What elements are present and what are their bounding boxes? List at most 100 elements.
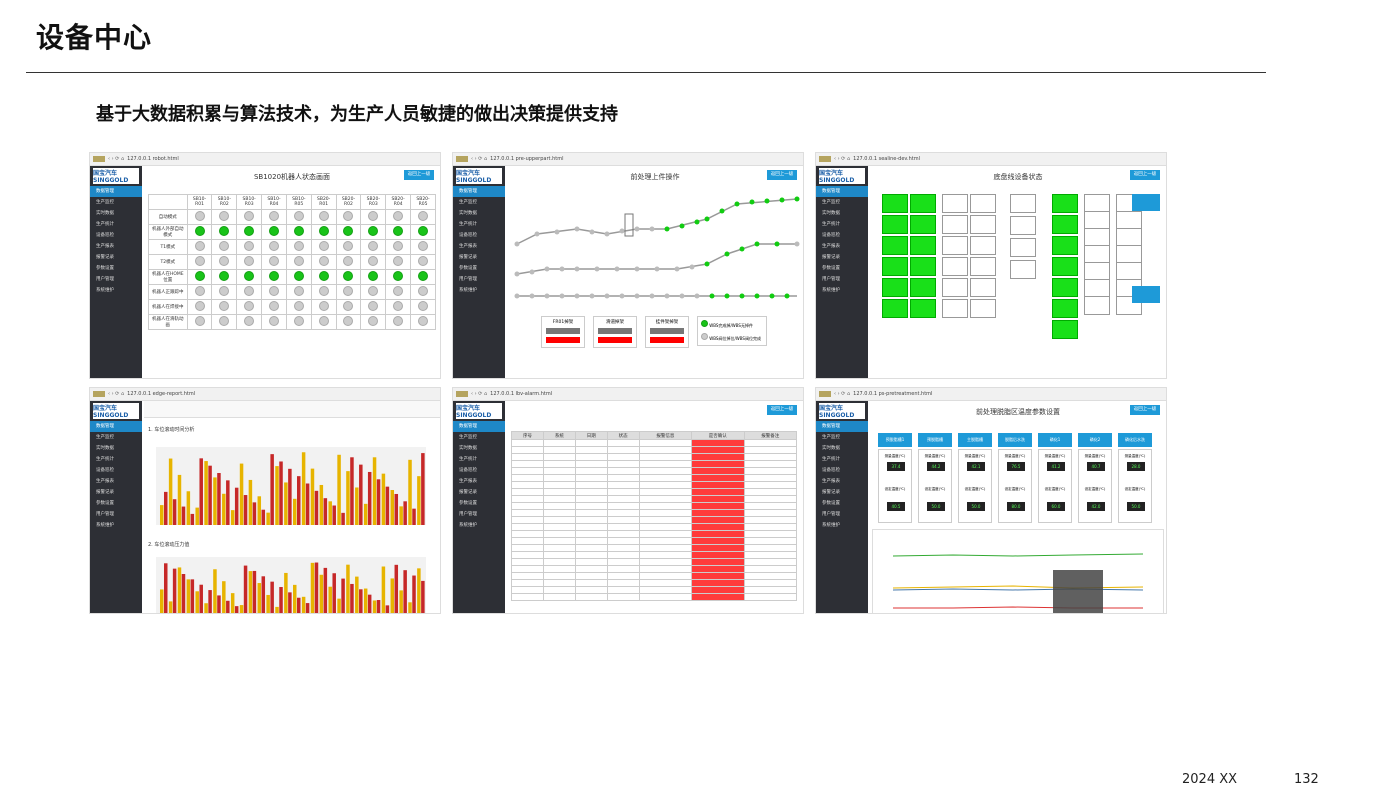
sidebar-menu-item[interactable]: 生产监控 bbox=[459, 200, 477, 205]
sidebar-menu-item[interactable]: 实时数据 bbox=[96, 446, 114, 451]
sidebar-menu-item[interactable]: 报警记录 bbox=[96, 490, 114, 495]
sidebar-menu-item[interactable]: 生产监控 bbox=[822, 435, 840, 440]
sidebar-menu-item[interactable]: 生产统计 bbox=[459, 222, 477, 227]
sidebar-menu-item[interactable]: 实时数据 bbox=[822, 446, 840, 451]
sidebar-menu-item[interactable]: 实时数据 bbox=[459, 446, 477, 451]
sidebar-menu-item[interactable]: 用户管理 bbox=[822, 277, 840, 282]
device-status-box[interactable] bbox=[882, 257, 908, 276]
panel-button-red[interactable] bbox=[650, 337, 684, 343]
sidebar-menu-item[interactable]: 实时数据 bbox=[459, 211, 477, 216]
device-status-box[interactable] bbox=[970, 257, 996, 276]
device-status-box[interactable] bbox=[1132, 286, 1160, 303]
device-status-box[interactable] bbox=[910, 194, 936, 213]
sidebar-menu-item[interactable]: 参数设置 bbox=[822, 266, 840, 271]
sidebar-menu-item[interactable]: 生产统计 bbox=[822, 222, 840, 227]
device-status-box[interactable] bbox=[910, 236, 936, 255]
device-status-box[interactable] bbox=[1052, 257, 1078, 276]
device-status-box[interactable] bbox=[910, 257, 936, 276]
device-status-box[interactable] bbox=[1052, 236, 1078, 255]
back-button[interactable]: 返回上一级 bbox=[404, 170, 434, 180]
sidebar-menu-item[interactable]: 用户管理 bbox=[459, 512, 477, 517]
setpoint-value[interactable]: 50.0 bbox=[927, 502, 945, 511]
sidebar-menu-item[interactable]: 数据管理 bbox=[90, 421, 142, 432]
device-status-box[interactable] bbox=[910, 278, 936, 297]
device-status-box[interactable] bbox=[910, 299, 936, 318]
sidebar-menu-item[interactable]: 生产报表 bbox=[459, 244, 477, 249]
sidebar-menu-item[interactable]: 实时数据 bbox=[822, 211, 840, 216]
device-status-box[interactable] bbox=[1084, 296, 1110, 315]
setpoint-value[interactable]: 40.5 bbox=[887, 502, 905, 511]
sidebar-menu-item[interactable]: 参数设置 bbox=[459, 266, 477, 271]
device-status-box[interactable] bbox=[942, 236, 968, 255]
sidebar-menu-item[interactable]: 系统维护 bbox=[822, 523, 840, 528]
device-status-box[interactable] bbox=[1010, 238, 1036, 257]
sidebar-menu-item[interactable]: 生产统计 bbox=[96, 222, 114, 227]
sidebar-menu-item[interactable]: 设备巡检 bbox=[822, 468, 840, 473]
sidebar-menu-item[interactable]: 生产报表 bbox=[822, 479, 840, 484]
device-status-box[interactable] bbox=[942, 194, 968, 213]
back-button[interactable]: 返回上一级 bbox=[1130, 405, 1160, 415]
panel-button-gray[interactable] bbox=[546, 328, 580, 334]
device-status-box[interactable] bbox=[970, 194, 996, 213]
device-status-box[interactable] bbox=[910, 215, 936, 234]
sidebar-menu-item[interactable]: 设备巡检 bbox=[96, 468, 114, 473]
sidebar-menu-item[interactable]: 系统维护 bbox=[459, 288, 477, 293]
device-status-box[interactable] bbox=[882, 278, 908, 297]
sidebar-menu-item[interactable]: 生产监控 bbox=[459, 435, 477, 440]
device-status-box[interactable] bbox=[1052, 320, 1078, 339]
sidebar-menu-item[interactable]: 报警记录 bbox=[96, 255, 114, 260]
device-status-box[interactable] bbox=[1052, 299, 1078, 318]
sidebar-menu-item[interactable]: 实时数据 bbox=[96, 211, 114, 216]
device-status-box[interactable] bbox=[970, 299, 996, 318]
device-status-box[interactable] bbox=[882, 299, 908, 318]
sidebar-menu-item[interactable]: 系统维护 bbox=[96, 288, 114, 293]
sidebar-menu-item[interactable]: 设备巡检 bbox=[96, 233, 114, 238]
device-status-box[interactable] bbox=[1052, 194, 1078, 213]
sidebar-menu-item[interactable]: 生产监控 bbox=[96, 435, 114, 440]
sidebar-menu-item[interactable]: 数据管理 bbox=[453, 421, 505, 432]
sidebar-menu-item[interactable]: 用户管理 bbox=[96, 277, 114, 282]
sidebar-menu-item[interactable]: 数据管理 bbox=[453, 186, 505, 197]
device-status-box[interactable] bbox=[942, 278, 968, 297]
device-status-box[interactable] bbox=[1052, 215, 1078, 234]
sidebar-menu-item[interactable]: 系统维护 bbox=[459, 523, 477, 528]
back-button[interactable]: 返回上一级 bbox=[767, 170, 797, 180]
sidebar-menu-item[interactable]: 生产统计 bbox=[96, 457, 114, 462]
sidebar-menu-item[interactable]: 报警记录 bbox=[822, 490, 840, 495]
sidebar-menu-item[interactable]: 设备巡检 bbox=[459, 468, 477, 473]
back-button[interactable]: 返回上一级 bbox=[767, 405, 797, 415]
back-button[interactable]: 返回上一级 bbox=[1130, 170, 1160, 180]
panel-button-gray[interactable] bbox=[598, 328, 632, 334]
device-status-box[interactable] bbox=[1010, 216, 1036, 235]
sidebar-menu-item[interactable]: 报警记录 bbox=[459, 255, 477, 260]
device-status-box[interactable] bbox=[942, 299, 968, 318]
sidebar-menu-item[interactable]: 生产报表 bbox=[96, 244, 114, 249]
device-status-box[interactable] bbox=[970, 215, 996, 234]
sidebar-menu-item[interactable]: 设备巡检 bbox=[822, 233, 840, 238]
setpoint-value[interactable]: 50.0 bbox=[1127, 502, 1145, 511]
filter-bar[interactable] bbox=[144, 401, 440, 418]
sidebar-menu-item[interactable]: 参数设置 bbox=[96, 501, 114, 506]
sidebar-menu-item[interactable]: 生产报表 bbox=[822, 244, 840, 249]
sidebar-menu-item[interactable]: 设备巡检 bbox=[459, 233, 477, 238]
device-status-box[interactable] bbox=[1010, 194, 1036, 213]
device-status-box[interactable] bbox=[882, 215, 908, 234]
device-status-box[interactable] bbox=[1132, 194, 1160, 211]
panel-button-red[interactable] bbox=[598, 337, 632, 343]
sidebar-menu-item[interactable]: 生产监控 bbox=[96, 200, 114, 205]
sidebar-menu-item[interactable]: 系统维护 bbox=[822, 288, 840, 293]
device-status-box[interactable] bbox=[1052, 278, 1078, 297]
device-status-box[interactable] bbox=[970, 278, 996, 297]
sidebar-menu-item[interactable]: 参数设置 bbox=[822, 501, 840, 506]
sidebar-menu-item[interactable]: 数据管理 bbox=[90, 186, 142, 197]
sidebar-menu-item[interactable]: 报警记录 bbox=[459, 490, 477, 495]
device-status-box[interactable] bbox=[1010, 260, 1036, 279]
device-status-box[interactable] bbox=[882, 236, 908, 255]
device-status-box[interactable] bbox=[882, 194, 908, 213]
sidebar-menu-item[interactable]: 用户管理 bbox=[822, 512, 840, 517]
sidebar-menu-item[interactable]: 生产统计 bbox=[459, 457, 477, 462]
device-status-box[interactable] bbox=[942, 257, 968, 276]
setpoint-value[interactable]: 50.0 bbox=[967, 502, 985, 511]
sidebar-menu-item[interactable]: 生产统计 bbox=[822, 457, 840, 462]
panel-button-red[interactable] bbox=[546, 337, 580, 343]
